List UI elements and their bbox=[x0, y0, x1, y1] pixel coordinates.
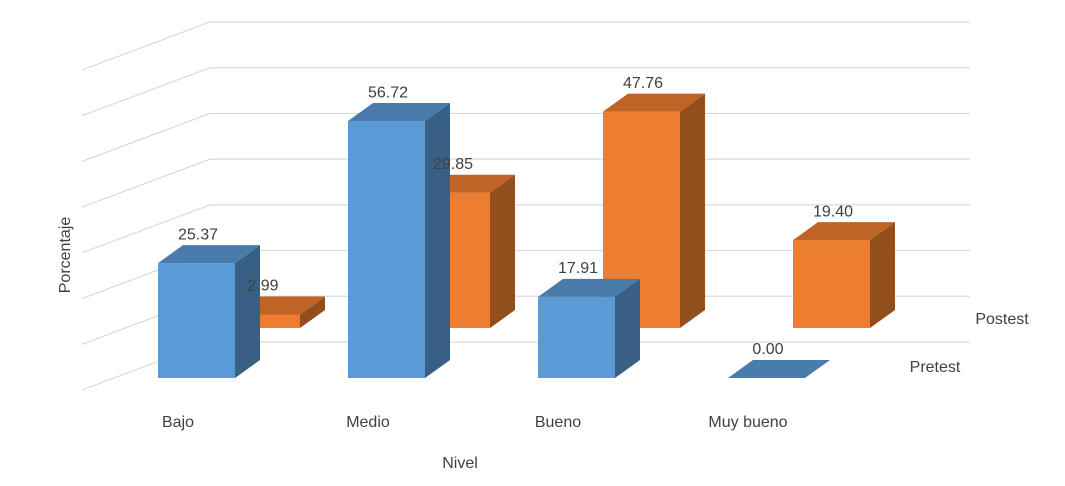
data-label: 2.99 bbox=[247, 278, 278, 295]
bar-side bbox=[680, 93, 705, 328]
x-axis-title: Nivel bbox=[442, 455, 478, 472]
bar-side bbox=[235, 245, 260, 378]
bar-top bbox=[603, 93, 705, 112]
y-axis-title: Porcentaje bbox=[57, 217, 74, 294]
grid-line bbox=[81, 67, 970, 117]
data-label: 56.72 bbox=[368, 84, 408, 101]
bar-side bbox=[615, 278, 640, 378]
grid-line bbox=[81, 21, 970, 71]
bar bbox=[538, 278, 640, 378]
bar-top bbox=[728, 360, 830, 378]
x-tick-label: Bueno bbox=[535, 414, 581, 431]
bar-top bbox=[158, 245, 260, 264]
bar-front bbox=[348, 121, 425, 378]
grid-line bbox=[81, 112, 970, 162]
data-label: 0.00 bbox=[752, 341, 783, 358]
bar-side bbox=[490, 174, 515, 328]
bar bbox=[728, 360, 830, 378]
bar-front bbox=[538, 296, 615, 378]
bar-top bbox=[538, 278, 640, 297]
bar-top bbox=[793, 222, 895, 241]
series-label: Pretest bbox=[910, 359, 961, 376]
bar-top bbox=[348, 103, 450, 122]
bar bbox=[603, 93, 705, 328]
bar-front bbox=[158, 263, 235, 378]
grid-line bbox=[81, 204, 970, 254]
bar-front bbox=[793, 240, 870, 328]
series-label: Postest bbox=[975, 311, 1029, 328]
data-label: 17.91 bbox=[558, 260, 598, 277]
bar-side bbox=[300, 296, 325, 328]
grid-line bbox=[81, 158, 970, 208]
bar-side bbox=[870, 222, 895, 328]
x-tick-label: Muy bueno bbox=[708, 414, 787, 431]
bar bbox=[793, 222, 895, 328]
bar-side bbox=[425, 103, 450, 378]
bar-front bbox=[603, 111, 680, 328]
bar bbox=[348, 103, 450, 378]
x-tick-label: Medio bbox=[346, 414, 390, 431]
data-label: 29.85 bbox=[433, 156, 473, 173]
data-label: 47.76 bbox=[623, 75, 663, 92]
x-tick-label: Bajo bbox=[162, 414, 194, 431]
data-label: 19.40 bbox=[813, 203, 853, 220]
bar bbox=[158, 245, 260, 378]
data-label: 25.37 bbox=[178, 226, 218, 243]
